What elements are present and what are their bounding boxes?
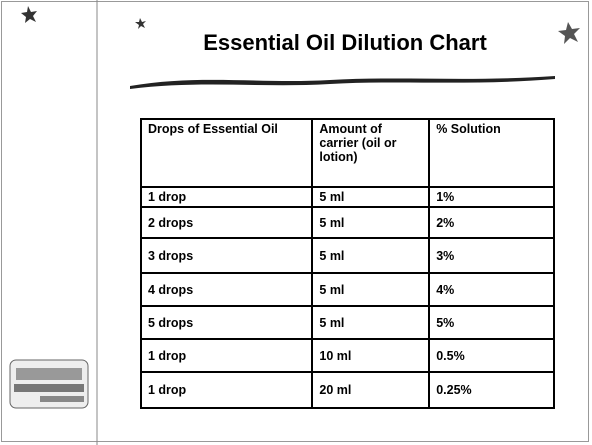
table-cell: 3 drops — [141, 238, 312, 273]
table-cell: 4% — [429, 273, 554, 306]
column-header: Drops of Essential Oil — [141, 119, 312, 187]
column-header: Amount of carrier (oil or lotion) — [312, 119, 429, 187]
table-cell: 3% — [429, 238, 554, 273]
star-icon — [135, 18, 146, 29]
table-cell: 1 drop — [141, 187, 312, 207]
brush-stroke — [130, 76, 555, 89]
title: Essential Oil Dilution Chart — [140, 30, 550, 56]
table-cell: 5 ml — [312, 273, 429, 306]
table-cell: 10 ml — [312, 339, 429, 372]
table-cell: 1% — [429, 187, 554, 207]
table-cell: 1 drop — [141, 372, 312, 408]
slide: Essential Oil Dilution Chart Drops of Es… — [0, 0, 592, 445]
table-cell: 5 ml — [312, 207, 429, 238]
table-cell: 5 drops — [141, 306, 312, 339]
table-cell: 4 drops — [141, 273, 312, 306]
table-cell: 5 ml — [312, 306, 429, 339]
table-cell: 5 ml — [312, 238, 429, 273]
table-cell: 5 ml — [312, 187, 429, 207]
star-icon — [21, 6, 37, 23]
column-header: % Solution — [429, 119, 554, 187]
table-cell: 1 drop — [141, 339, 312, 372]
table-cell: 0.5% — [429, 339, 554, 372]
logo — [10, 360, 88, 408]
table-cell: 2% — [429, 207, 554, 238]
table-cell: 0.25% — [429, 372, 554, 408]
star-icon — [558, 22, 580, 44]
table-cell: 2 drops — [141, 207, 312, 238]
table-cell: 5% — [429, 306, 554, 339]
table-cell: 20 ml — [312, 372, 429, 408]
